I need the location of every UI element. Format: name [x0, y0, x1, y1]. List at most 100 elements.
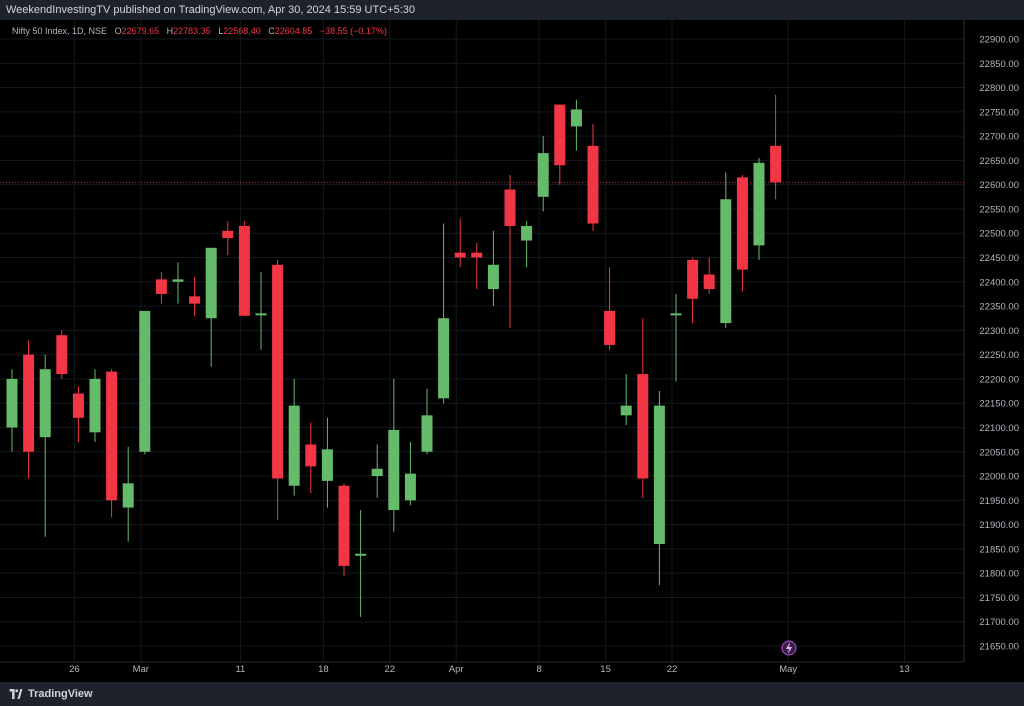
candle-body-up: [620, 405, 632, 416]
candle-body-up: [404, 473, 416, 501]
candle[interactable]: [139, 310, 151, 455]
candle[interactable]: [521, 221, 533, 268]
publisher-bar: WeekendInvestingTV published on TradingV…: [0, 0, 1024, 20]
candle-body-down: [471, 252, 483, 258]
price-tick-label: 22600.00: [979, 180, 1019, 191]
candle-body-up: [487, 264, 499, 290]
candle[interactable]: [554, 104, 566, 185]
candle[interactable]: [23, 340, 35, 479]
candle-body-down: [56, 335, 68, 375]
candle[interactable]: [620, 374, 632, 426]
tradingview-logo-icon[interactable]: [8, 689, 24, 699]
price-tick-label: 21900.00: [979, 520, 1019, 531]
price-axis-bg: [964, 20, 1024, 682]
legend-high-label: H: [166, 26, 174, 36]
date-tick-label: May: [779, 664, 797, 675]
candle-body-up: [39, 369, 51, 438]
candle[interactable]: [487, 230, 499, 307]
candle-body-down: [338, 485, 350, 566]
price-tick-label: 22150.00: [979, 399, 1019, 410]
candle[interactable]: [355, 510, 367, 617]
legend-symbol[interactable]: Nifty 50 Index, 1D, NSE: [12, 26, 108, 36]
price-tick-label: 21800.00: [979, 569, 1019, 580]
chart-frame: [0, 20, 1024, 682]
candle[interactable]: [604, 267, 616, 350]
candlestick-chart[interactable]: 21650.00 21700.00 21750.00 21800.00 21850.00…: [0, 20, 1024, 682]
candle[interactable]: [753, 157, 765, 260]
candle[interactable]: [587, 123, 599, 231]
candle[interactable]: [720, 172, 732, 328]
price-tick-label: 21650.00: [979, 642, 1019, 653]
tradingview-brand[interactable]: TradingView: [28, 688, 93, 700]
candle[interactable]: [305, 422, 317, 494]
candle[interactable]: [122, 446, 134, 542]
candle-body-down: [703, 274, 715, 290]
candle[interactable]: [222, 221, 234, 256]
candle[interactable]: [288, 378, 300, 496]
candle-body-up: [438, 318, 450, 399]
date-tick-label: 22: [385, 664, 396, 675]
candle[interactable]: [471, 242, 483, 290]
legend-low-value: 22568.40: [223, 26, 261, 36]
candle[interactable]: [404, 442, 416, 506]
candle[interactable]: [255, 272, 267, 350]
candle[interactable]: [72, 386, 84, 443]
candle[interactable]: [205, 247, 217, 367]
candle-body-up: [122, 483, 134, 508]
candle[interactable]: [388, 378, 400, 532]
candle[interactable]: [39, 354, 51, 537]
date-tick-label: Mar: [133, 664, 149, 675]
candle[interactable]: [172, 262, 184, 304]
candle-body-down: [637, 374, 649, 479]
candle-body-up: [321, 449, 333, 481]
price-tick-label: 22850.00: [979, 59, 1019, 70]
candle[interactable]: [687, 257, 699, 324]
price-tick-label: 21700.00: [979, 617, 1019, 628]
candle[interactable]: [703, 257, 715, 294]
candle[interactable]: [238, 221, 250, 316]
candle-body-up: [388, 429, 400, 511]
candle-body-up: [355, 553, 367, 556]
candle[interactable]: [637, 318, 649, 498]
candle[interactable]: [653, 391, 665, 586]
candle[interactable]: [537, 136, 549, 212]
candle-body-down: [238, 225, 250, 316]
candle-body-down: [72, 393, 84, 418]
candle[interactable]: [736, 174, 748, 292]
candle[interactable]: [770, 94, 782, 200]
time-axis[interactable]: 26 Mar 11 18 22 Apr 8 15 22 May 13: [0, 661, 964, 675]
candle[interactable]: [504, 174, 516, 328]
candle[interactable]: [570, 99, 582, 151]
candle-body-up: [670, 313, 682, 316]
candle[interactable]: [155, 272, 167, 304]
candle-body-down: [454, 252, 466, 258]
candle[interactable]: [338, 483, 350, 576]
candle[interactable]: [6, 369, 18, 452]
price-axis[interactable]: 21650.00 21700.00 21750.00 21800.00 21850.00…: [963, 20, 1024, 682]
candle[interactable]: [371, 444, 383, 498]
candle[interactable]: [321, 417, 333, 508]
candle[interactable]: [189, 276, 201, 316]
candle[interactable]: [454, 218, 466, 268]
date-tick-label: 13: [899, 664, 910, 675]
candle[interactable]: [56, 330, 68, 379]
date-tick-label: Apr: [449, 664, 464, 675]
candle[interactable]: [438, 223, 450, 404]
candle-body-up: [521, 225, 533, 241]
candle-body-up: [753, 162, 765, 246]
candle-body-down: [23, 354, 35, 452]
lightning-event-icon[interactable]: [781, 640, 797, 656]
price-tick-label: 22500.00: [979, 229, 1019, 240]
candle-body-up: [89, 378, 101, 433]
candle[interactable]: [272, 259, 284, 520]
candle-body-down: [736, 177, 748, 270]
price-tick-label: 22350.00: [979, 302, 1019, 313]
legend-close-label: C: [268, 26, 275, 36]
candle[interactable]: [106, 369, 118, 518]
candle-body-down: [106, 371, 118, 501]
candle-body-down: [222, 230, 234, 239]
candle-body-up: [288, 405, 300, 486]
candle[interactable]: [421, 388, 433, 455]
candle[interactable]: [89, 369, 101, 443]
candle[interactable]: [670, 293, 682, 382]
